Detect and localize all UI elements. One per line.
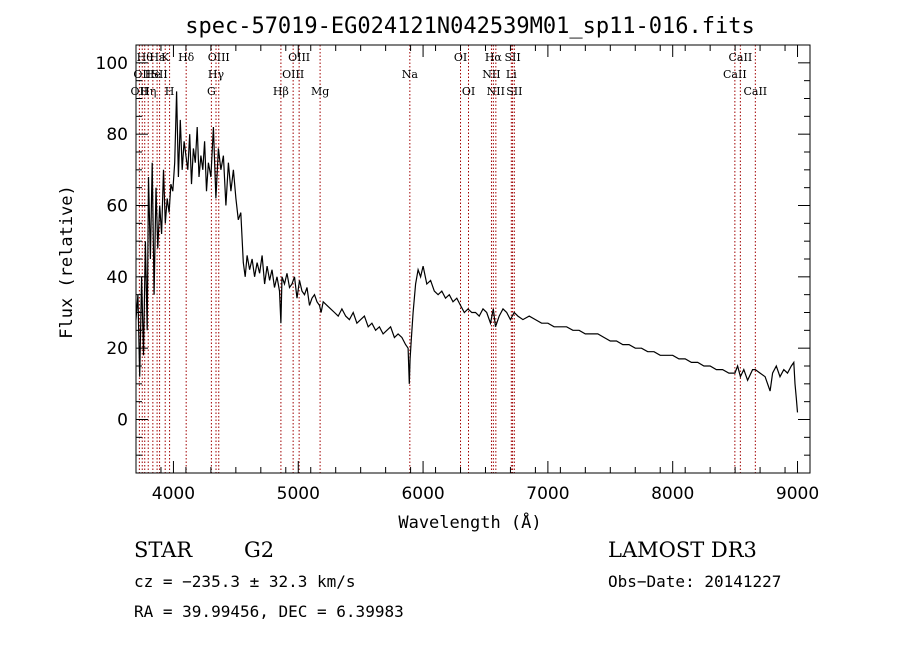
x-tick-label: 5000 xyxy=(277,484,320,504)
line-marker-label: Na xyxy=(402,68,419,81)
x-tick-label: 9000 xyxy=(776,484,819,504)
y-tick-label: 0 xyxy=(117,411,128,431)
line-marker-label: H xyxy=(165,85,175,98)
y-tick-label: 80 xyxy=(106,125,128,145)
spectrum-chart: spec-57019-EG024121N042539M01_sp11-016.f… xyxy=(57,14,819,533)
line-marker-label: NII xyxy=(487,85,505,98)
coordinates: RA = 39.99456, DEC = 6.39983 xyxy=(134,602,404,621)
line-marker-label: He xyxy=(145,68,161,81)
observation-date: Obs−Date: 20141227 xyxy=(608,572,782,591)
line-marker-label: OII xyxy=(131,85,149,98)
line-marker-label: Mg xyxy=(311,85,329,98)
flux-series-line xyxy=(135,91,799,413)
line-marker-label: Hδ xyxy=(178,51,195,64)
x-tick-label: 8000 xyxy=(651,484,694,504)
y-tick-label: 60 xyxy=(106,197,128,217)
line-marker-label: CaII xyxy=(729,51,753,64)
line-marker-label: G xyxy=(207,85,216,98)
object-subclass: G2 xyxy=(244,538,275,562)
x-axis-ticks: 4000 5000 6000 7000 8000 9000 xyxy=(135,45,819,504)
chart-title: spec-57019-EG024121N042539M01_sp11-016.f… xyxy=(185,14,755,39)
line-marker-label: SII xyxy=(504,51,520,64)
x-tick-label: 6000 xyxy=(401,484,444,504)
line-marker-label: NII xyxy=(482,68,500,81)
plot-frame xyxy=(135,44,811,474)
line-marker-label: SII xyxy=(151,68,167,81)
line-marker-label: OIII xyxy=(288,51,310,64)
line-marker-label: CaII xyxy=(743,85,767,98)
x-axis-label: Wavelength (Å) xyxy=(398,511,541,533)
line-marker-label: OII xyxy=(133,68,151,81)
x-tick-label: 7000 xyxy=(526,484,569,504)
line-marker-label: Li xyxy=(506,68,517,81)
x-tick-label: 4000 xyxy=(152,484,195,504)
line-marker-label: OI xyxy=(462,85,475,98)
spectral-line-labels: OII OII Hθ Hη He Hε SII K H Hδ G Hγ OIII Hβ OIII OIII Mg… xyxy=(131,51,768,98)
line-marker-label: Hθ xyxy=(137,51,154,64)
y-tick-label: 40 xyxy=(106,268,128,288)
spectral-line-markers xyxy=(138,45,756,473)
line-marker-label: OIII xyxy=(282,68,304,81)
object-class: STAR xyxy=(134,538,193,562)
survey-name: LAMOST DR3 xyxy=(608,538,757,562)
line-marker-label: SII xyxy=(506,85,522,98)
y-axis-ticks: 0 20 40 60 80 100 xyxy=(96,54,810,456)
line-marker-label: Hη xyxy=(140,85,156,98)
line-marker-label: Hα xyxy=(485,51,503,64)
y-tick-label: 20 xyxy=(106,339,128,359)
y-tick-label: 100 xyxy=(96,54,128,74)
line-marker-label: Hγ xyxy=(208,68,225,81)
line-marker-label: OI xyxy=(454,51,467,64)
line-marker-label: Hβ xyxy=(273,85,289,98)
y-axis-label: Flux (relative) xyxy=(57,185,77,339)
line-marker-label: CaII xyxy=(723,68,747,81)
line-marker-label: Hε xyxy=(149,51,165,64)
line-marker-label: OIII xyxy=(208,51,230,64)
redshift-velocity: cz = −235.3 ± 32.3 km/s xyxy=(134,572,356,591)
line-marker-label: K xyxy=(161,51,170,64)
